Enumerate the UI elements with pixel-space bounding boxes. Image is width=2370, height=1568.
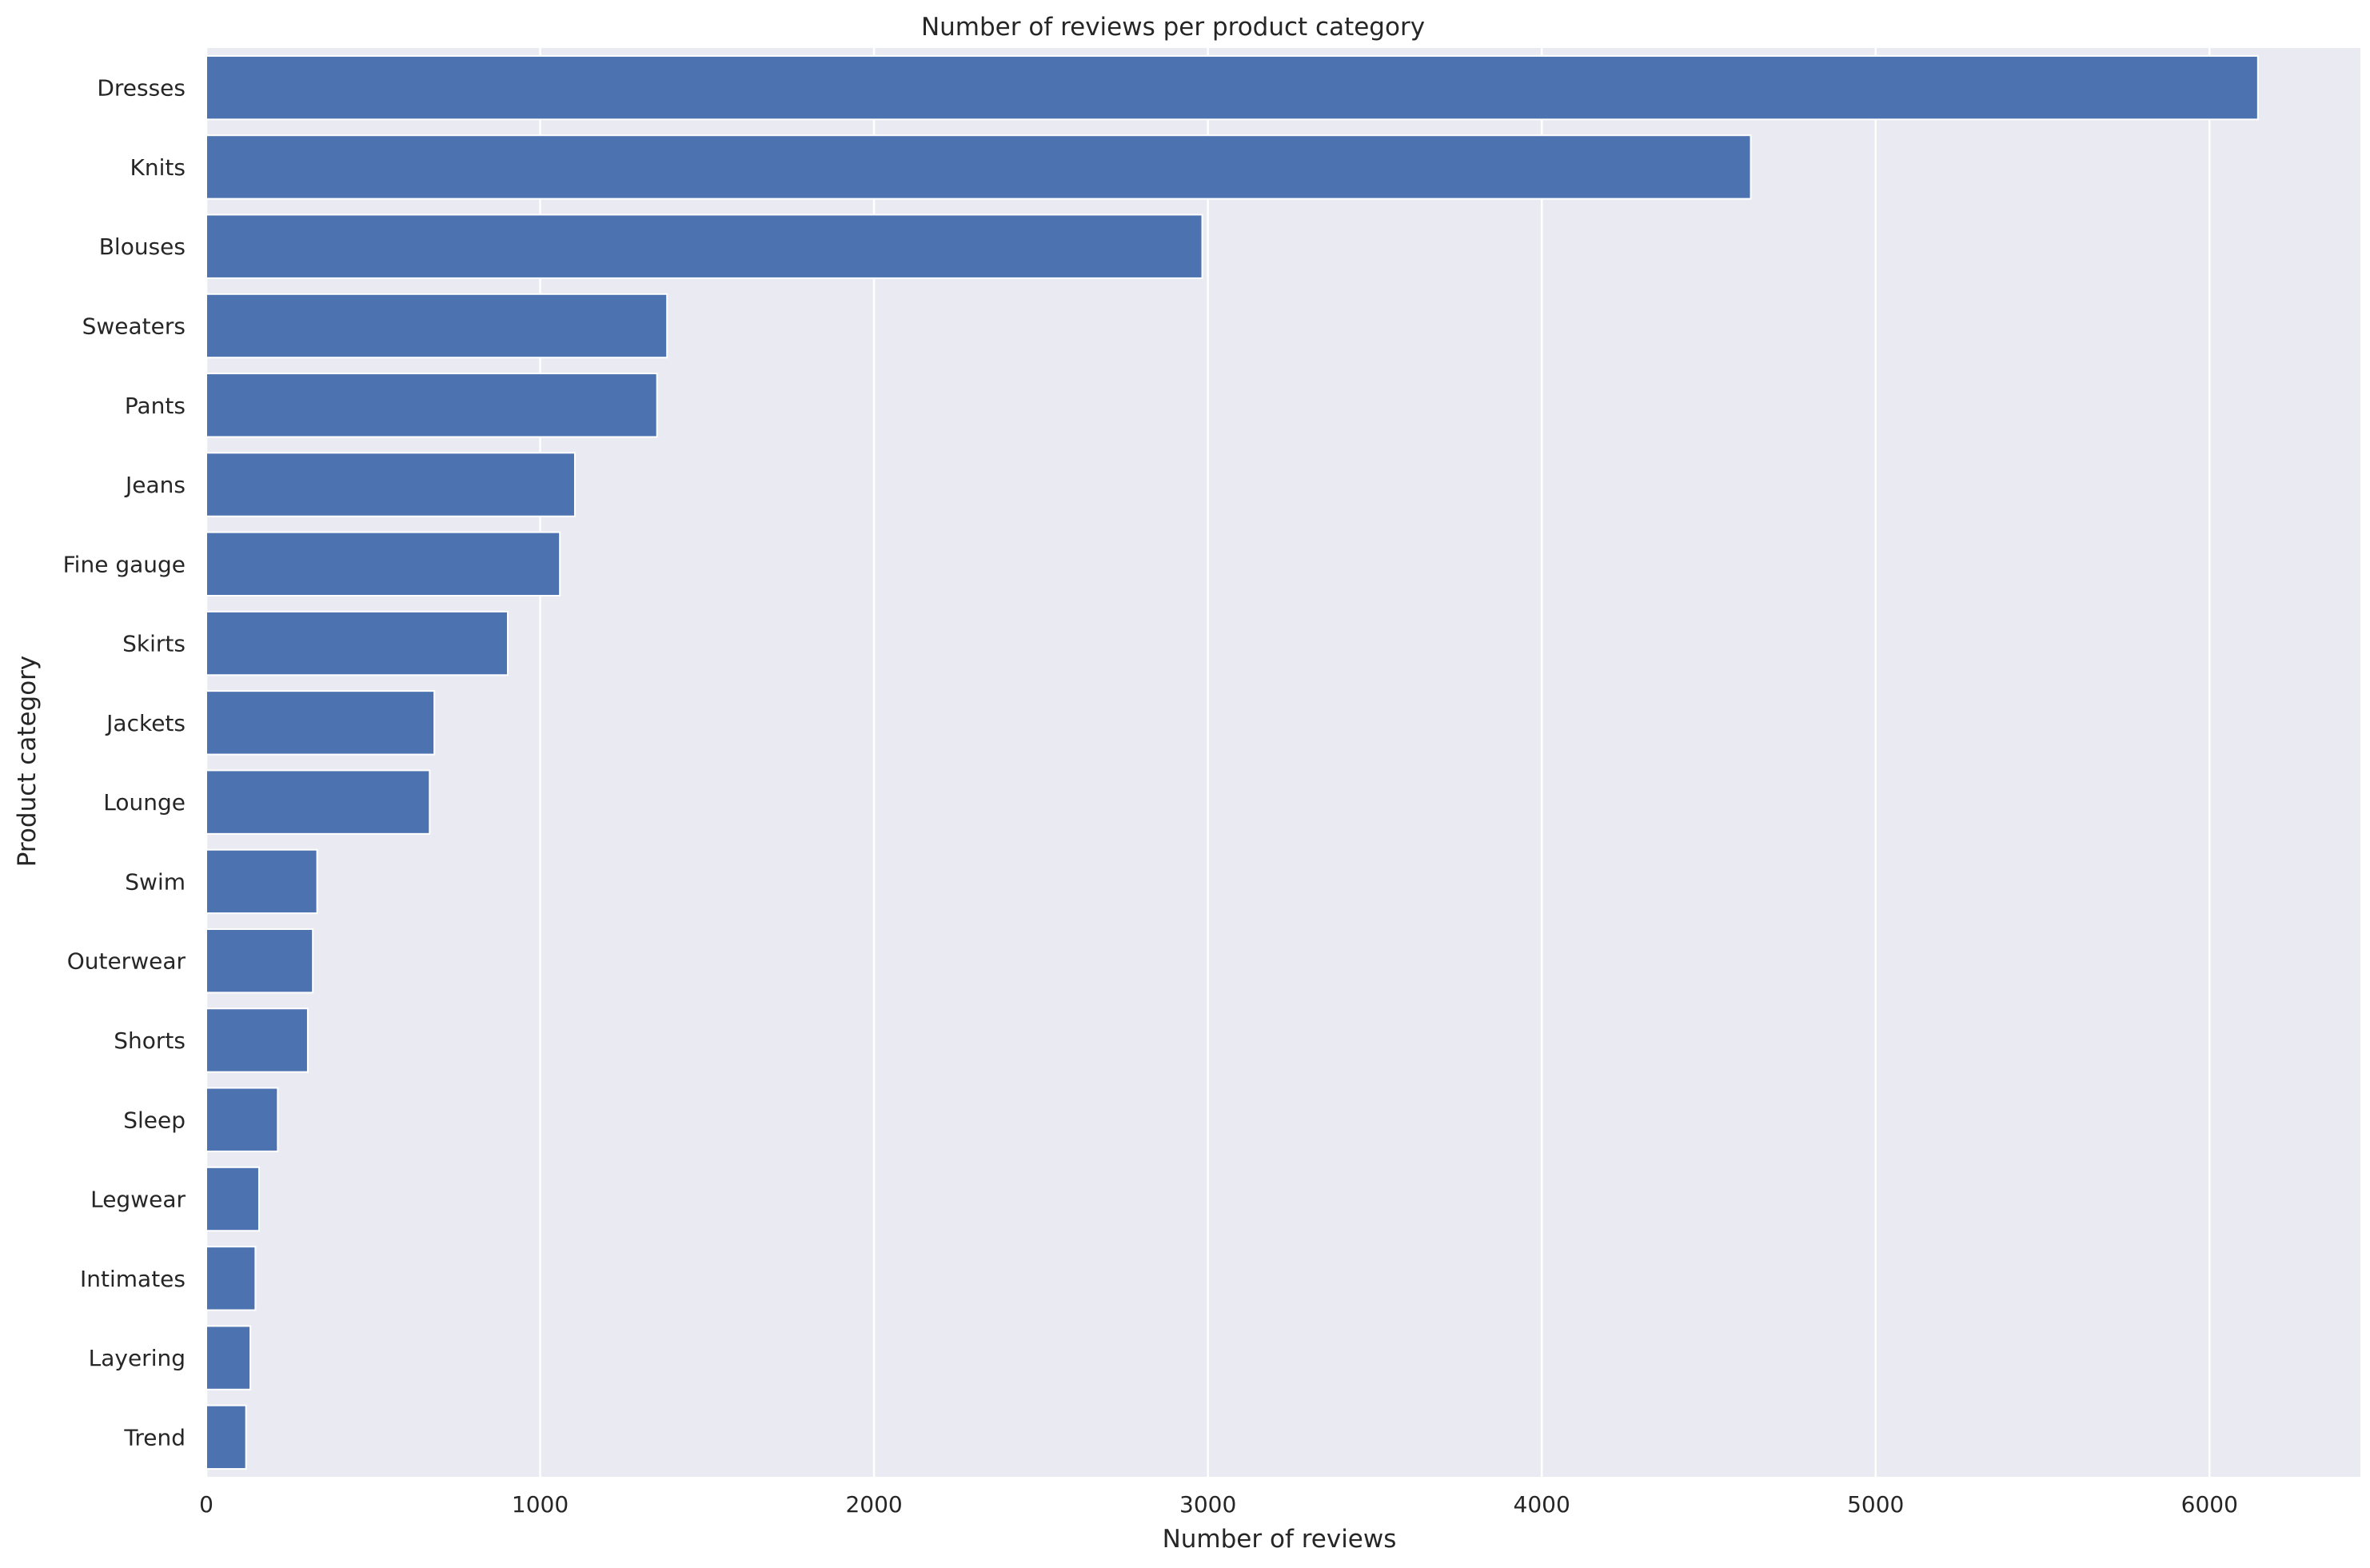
bar-intimates [205,1246,257,1311]
bar-sweaters [205,293,668,359]
x-tick-label: 6000 [2181,1491,2238,1518]
bar-swim [205,848,318,915]
y-tick-label: Lounge [103,789,186,816]
bar-layering [205,1325,252,1390]
x-tick-label: 5000 [1847,1491,1904,1518]
x-tick-label: 4000 [1514,1491,1570,1518]
y-tick-label: Legwear [90,1187,186,1213]
y-tick-label: Jackets [105,710,186,736]
y-tick-label: Fine gauge [63,551,186,577]
y-tick-label: Dresses [97,75,186,102]
bar-dresses [205,54,2259,121]
bar-legwear [205,1166,260,1232]
bar-jackets [205,690,436,756]
bar-sleep [205,1087,279,1152]
y-tick-label: Outerwear [67,948,186,975]
y-tick-labels: Dresses Knits Blouses Sweaters Pants Jeans Fin… [63,75,186,1451]
y-tick-label: Trend [123,1424,186,1450]
y-tick-label: Layering [89,1345,186,1371]
x-axis-title: Number of reviews [1163,1525,1397,1554]
bar-knits [205,134,1752,200]
bar-shorts [205,1007,309,1073]
y-tick-label: Jeans [124,472,186,498]
x-tick-label: 0 [199,1491,213,1518]
y-tick-label: Swim [125,868,186,895]
plot-background [206,48,2360,1477]
y-tick-label: Skirts [122,631,186,657]
y-tick-label: Sweaters [82,313,186,339]
bar-jeans [205,452,576,517]
chart-title: Number of reviews per product category [921,13,1425,42]
bar-lounge [205,769,431,835]
y-tick-label: Pants [125,393,186,419]
x-tick-label: 3000 [1179,1491,1236,1518]
x-tick-label: 2000 [845,1491,902,1518]
y-tick-label: Shorts [114,1027,186,1054]
bars [205,54,2259,1470]
bar-pants [205,373,658,438]
y-tick-label: Knits [130,154,186,181]
bar-blouses [205,213,1203,279]
bar-outerwear [205,928,314,994]
x-tick-label: 1000 [512,1491,569,1518]
bar-skirts [205,610,509,676]
bar-trend [205,1404,247,1470]
y-tick-label: Blouses [99,233,186,260]
y-tick-label: Sleep [123,1107,186,1133]
bar-fine-gauge [205,531,561,597]
y-axis-title: Product category [13,656,42,868]
gridlines [205,48,2211,1477]
y-tick-label: Intimates [80,1266,186,1292]
x-tick-labels: 0 1000 2000 3000 4000 5000 6000 [199,1491,2238,1518]
